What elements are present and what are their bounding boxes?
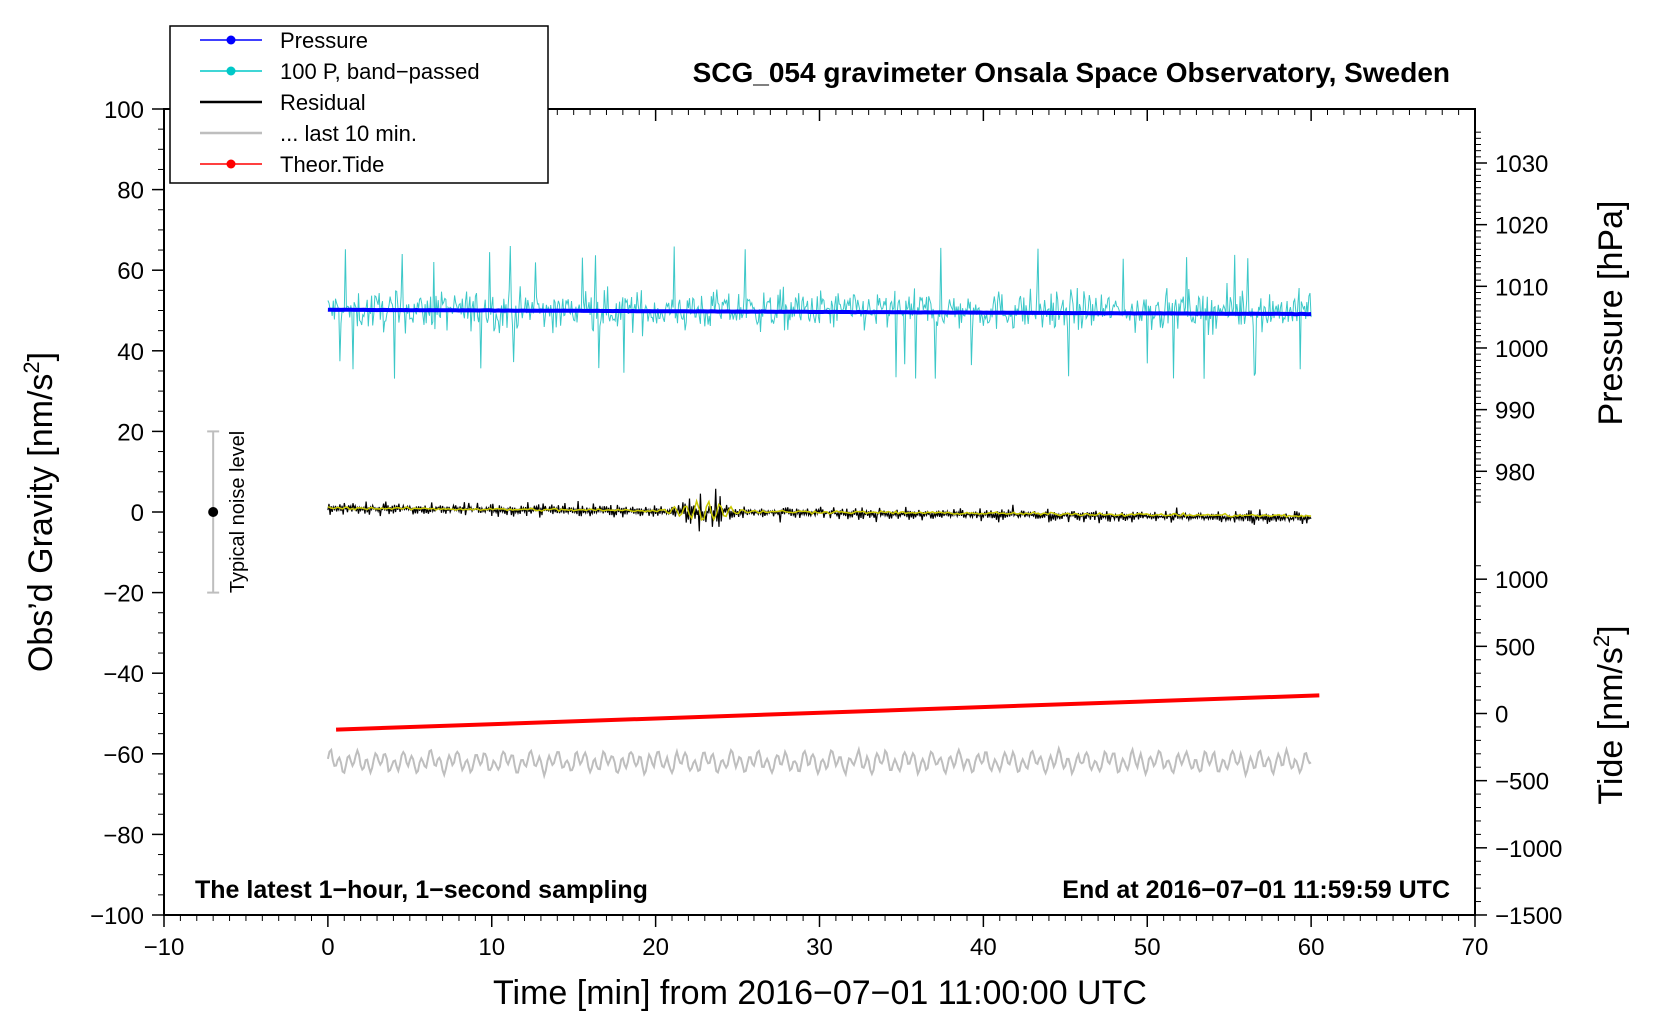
series-band-passed-pressure <box>327 245 1312 379</box>
tide-tick-label: 0 <box>1495 702 1508 729</box>
legend-box <box>169 25 549 184</box>
legend-label: Pressure <box>280 28 368 53</box>
y-tick-label: −60 <box>103 742 144 769</box>
y-tick-label: −40 <box>103 661 144 688</box>
noise-marker: Typical noise level <box>207 430 249 594</box>
series-theoretical-tide <box>335 693 1320 732</box>
series-residual-smoothed <box>327 498 1312 522</box>
legend-marker <box>226 159 236 169</box>
x-tick-label: 20 <box>642 934 669 961</box>
x-tick-label: 0 <box>321 934 334 961</box>
legend-label: ... last 10 min. <box>280 121 417 146</box>
noise-center-dot <box>208 507 219 517</box>
annotation-sampling: The latest 1−hour, 1−second sampling <box>195 876 648 904</box>
pressure-tick-label: 1000 <box>1495 336 1548 363</box>
tide-tick-label: −1500 <box>1495 903 1562 930</box>
series-pressure <box>327 307 1312 317</box>
y-tick-label: 20 <box>117 419 144 446</box>
legend-label: Theor.Tide <box>280 152 384 177</box>
x-tick-label: 30 <box>806 934 833 961</box>
x-tick-label: 10 <box>478 934 505 961</box>
y-axis-title-tide: Tide [nm/s2] <box>1589 625 1630 804</box>
pressure-tick-label: 990 <box>1495 398 1535 425</box>
tide-tick-label: −1000 <box>1495 836 1562 863</box>
x-axis-title: Time [min] from 2016−07−01 11:00:00 UTC <box>493 974 1147 1012</box>
y-tick-label: −100 <box>90 903 144 930</box>
legend-marker <box>226 66 236 76</box>
legend-marker <box>226 35 236 45</box>
tide-tick-label: 1000 <box>1495 567 1548 594</box>
x-tick-label: 70 <box>1462 934 1489 961</box>
legend-label: 100 P, band−passed <box>280 59 480 84</box>
y-axis-title-gravity: Obs’d Gravity [nm/s2] <box>19 352 60 672</box>
y-tick-label: 0 <box>131 500 144 527</box>
series-residual <box>327 488 1312 532</box>
tide-tick-label: 500 <box>1495 634 1535 661</box>
x-tick-label: 60 <box>1298 934 1325 961</box>
y-tick-label: 40 <box>117 339 144 366</box>
pressure-tick-label: 1010 <box>1495 274 1548 301</box>
data-series <box>326 245 1320 780</box>
noise-label: Typical noise level <box>227 431 249 593</box>
y-axis-title-pressure: Pressure [hPa] <box>1592 201 1630 426</box>
x-tick-label: 50 <box>1134 934 1161 961</box>
axis-ticks: −10 0 10 20 30 40 50 60 70−100−80−60−40−20020406… <box>90 97 1562 961</box>
x-tick-label: 40 <box>970 934 997 961</box>
chart-title: SCG_054 gravimeter Onsala Space Observat… <box>693 57 1450 88</box>
legend-items: Pressure 100 P, band−passed Residual ... la… <box>200 28 480 177</box>
x-tick-label: −10 <box>144 934 185 961</box>
legend-label: Residual <box>280 90 366 115</box>
tide-tick-label: −500 <box>1495 769 1549 796</box>
y-tick-label: 80 <box>117 178 144 205</box>
pressure-tick-label: 1030 <box>1495 151 1548 178</box>
y-tick-label: 60 <box>117 258 144 285</box>
y-tick-label: −20 <box>103 581 144 608</box>
pressure-tick-label: 980 <box>1495 459 1535 486</box>
pressure-tick-label: 1020 <box>1495 213 1548 240</box>
annotation-end-time: End at 2016−07−01 11:59:59 UTC <box>1062 876 1450 904</box>
y-tick-label: 100 <box>104 97 144 124</box>
legend: Pressure 100 P, band−passed Residual ... la… <box>169 25 549 184</box>
series-last-10-min <box>326 745 1312 780</box>
y-tick-label: −80 <box>103 822 144 849</box>
